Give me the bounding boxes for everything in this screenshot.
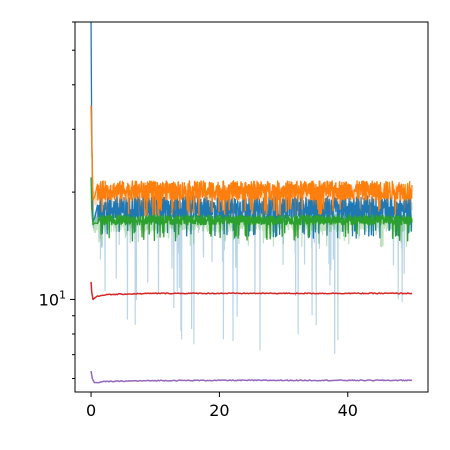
- series-layer: [90, 21, 413, 384]
- series-2: [90, 177, 413, 248]
- series-1-line: [90, 105, 413, 217]
- y-tick-label-exponent-0: 1: [59, 288, 66, 301]
- axes-layer: 0 20 40 101: [39, 21, 429, 420]
- series-1: [90, 105, 413, 217]
- series-4: [90, 370, 413, 384]
- series-2-raw-trace: [91, 211, 413, 248]
- x-tick-label-0: 0: [86, 401, 96, 420]
- series-2-line: [90, 177, 413, 242]
- series-4-line: [90, 370, 413, 384]
- series-3: [90, 281, 413, 301]
- x-tick-label-1: 20: [209, 401, 229, 420]
- y-tick-label-0: 101: [39, 288, 66, 309]
- series-3-line: [90, 281, 413, 301]
- x-tick-label-2: 40: [338, 401, 358, 420]
- y-tick-label-base-0: 10: [39, 290, 59, 309]
- plot-frame: [74, 21, 429, 393]
